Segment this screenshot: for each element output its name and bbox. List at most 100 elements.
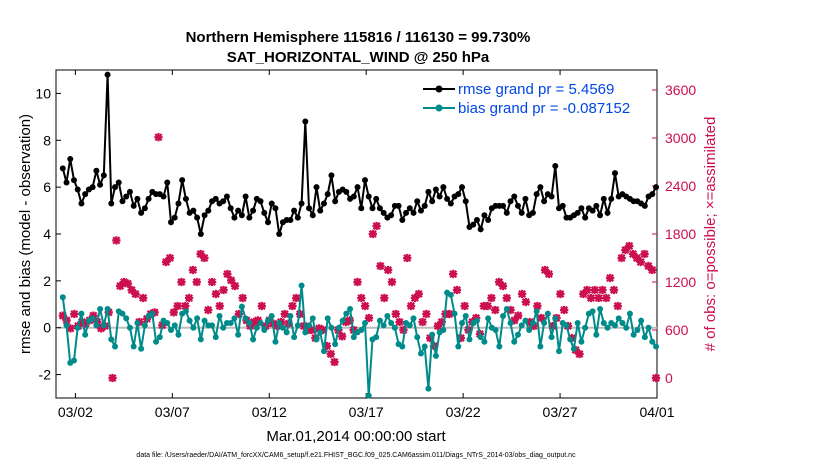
x-tick-label: 03/27: [543, 404, 578, 420]
bias-point: [522, 317, 529, 324]
rmse-point: [276, 231, 283, 237]
bias-point: [440, 327, 447, 334]
obs-marker: [621, 245, 630, 255]
bias-point: [100, 322, 107, 329]
rmse-point: [395, 202, 402, 209]
x-axis-label: Mar.01,2014 00:00:00 start: [266, 428, 446, 445]
rmse-point: [500, 202, 507, 209]
obs-marker: [123, 279, 133, 288]
bias-point: [477, 334, 484, 341]
bias-point: [313, 336, 320, 343]
obs-marker: [295, 309, 305, 319]
obs-marker: [625, 241, 634, 251]
bias-point: [294, 322, 301, 329]
obs-marker: [376, 261, 385, 271]
rmse-point: [264, 219, 271, 226]
bias-point: [376, 317, 383, 324]
rmse-point: [89, 184, 96, 191]
rmse-point: [182, 195, 189, 202]
rmse-point: [518, 209, 525, 216]
chart-subtitle: SAT_HORIZONTAL_WIND @ 250 hPa: [227, 49, 490, 66]
rmse-point: [507, 198, 514, 205]
obs-marker: [517, 289, 527, 299]
rmse-point: [235, 207, 242, 214]
bias-point: [455, 343, 462, 350]
bias-point: [283, 329, 290, 336]
obs-marker: [437, 317, 446, 327]
bias-point: [593, 331, 600, 338]
rmse-point: [593, 202, 600, 209]
bias-point: [358, 327, 365, 334]
bias-point: [104, 305, 111, 312]
obs-marker: [403, 253, 412, 263]
bias-point: [473, 317, 480, 324]
rmse-point: [649, 191, 656, 198]
obs-marker: [112, 236, 121, 245]
rmse-point: [410, 209, 417, 216]
y-tick-label-left: 8: [43, 132, 51, 148]
rmse-point: [302, 118, 309, 125]
bias-point: [604, 324, 611, 331]
rmse-point: [597, 212, 604, 219]
bias-point: [63, 322, 70, 329]
bias-point: [518, 322, 525, 329]
rmse-point: [552, 163, 559, 170]
rmse-point: [537, 184, 544, 191]
bias-point: [112, 343, 119, 350]
obs-marker: [368, 229, 377, 239]
rmse-point: [399, 216, 406, 223]
bias-point: [589, 308, 596, 315]
rmse-point: [63, 179, 70, 186]
rmse-point: [194, 214, 201, 221]
obs-marker: [215, 301, 224, 311]
obs-marker: [272, 321, 282, 331]
bias-point: [615, 315, 622, 322]
bias-point: [485, 315, 492, 322]
obs-marker: [533, 301, 542, 311]
rmse-point: [578, 205, 585, 212]
bias-point: [541, 320, 548, 327]
bias-point: [556, 348, 563, 355]
rmse-point: [548, 193, 555, 200]
obs-marker: [426, 333, 435, 343]
bias-point: [653, 343, 660, 350]
rmse-point: [141, 205, 148, 212]
obs-marker: [651, 373, 661, 383]
bias-point: [134, 320, 141, 327]
bias-point: [268, 313, 275, 319]
bias-point: [276, 320, 283, 327]
obs-marker: [644, 261, 653, 271]
bias-point: [235, 331, 242, 338]
bias-point: [167, 327, 174, 334]
obs-marker: [575, 349, 584, 359]
obs-marker: [445, 309, 454, 319]
x-tick-label: 03/12: [252, 404, 287, 420]
rmse-point: [653, 184, 660, 191]
obs-marker: [399, 325, 408, 335]
legend: rmse grand pr = 5.4569 bias grand pr = -…: [423, 81, 630, 117]
obs-marker: [127, 285, 136, 295]
obs-marker: [510, 316, 519, 325]
bias-point: [190, 324, 197, 331]
bias-point: [425, 385, 432, 392]
rmse-point: [205, 207, 212, 214]
bias-point: [511, 338, 518, 345]
bias-point: [630, 331, 637, 338]
bias-point: [291, 334, 298, 341]
rmse-point: [388, 212, 395, 219]
obs-marker: [219, 285, 228, 295]
obs-marker: [353, 277, 362, 287]
bias-point: [567, 336, 574, 343]
legend-bias-marker: [435, 104, 443, 112]
rmse-point: [485, 216, 492, 223]
obs-marker: [590, 285, 599, 295]
rmse-point: [223, 193, 230, 200]
rmse-point: [197, 231, 204, 237]
obs-marker: [498, 281, 508, 291]
y-tick-label-right: 3600: [665, 82, 696, 98]
bias-point: [582, 324, 589, 331]
bias-point: [399, 343, 406, 350]
obs-marker: [640, 249, 649, 259]
bias-point: [175, 331, 182, 338]
bias-point: [388, 320, 395, 327]
